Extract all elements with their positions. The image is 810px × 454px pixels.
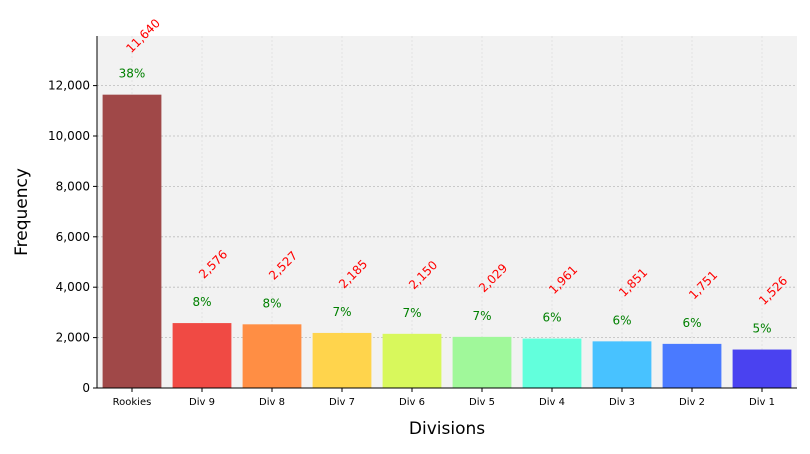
- percent-label: 7%: [332, 305, 351, 319]
- y-tick-label: 4,000: [56, 280, 90, 294]
- y-tick-label: 12,000: [48, 79, 90, 93]
- percent-label: 6%: [612, 313, 631, 327]
- percent-label: 7%: [472, 309, 491, 323]
- bar: [312, 332, 372, 388]
- bar: [522, 338, 582, 388]
- x-tick-label: Div 4: [539, 397, 565, 408]
- y-tick-label: 6,000: [56, 230, 90, 244]
- x-tick-label: Div 8: [259, 397, 285, 408]
- x-tick-label: Rookies: [113, 397, 152, 408]
- x-tick-label: Div 1: [749, 397, 775, 408]
- y-tick-label: 10,000: [48, 129, 90, 143]
- x-axis-label: Divisions: [409, 419, 485, 439]
- bar: [242, 324, 302, 388]
- y-tick-label: 8,000: [56, 179, 90, 193]
- percent-label: 8%: [192, 295, 211, 309]
- bar: [732, 349, 792, 388]
- x-tick-label: Div 2: [679, 397, 705, 408]
- percent-label: 7%: [402, 306, 421, 320]
- percent-label: 6%: [682, 316, 701, 330]
- bar: [592, 341, 652, 388]
- x-tick-label: Div 3: [609, 397, 635, 408]
- percent-label: 38%: [119, 67, 146, 81]
- x-tick-label: Div 7: [329, 397, 355, 408]
- x-tick-label: Div 5: [469, 397, 495, 408]
- percent-label: 6%: [542, 311, 561, 325]
- y-axis-label: Frequency: [12, 168, 32, 256]
- bar: [662, 343, 722, 388]
- y-tick-label: 0: [82, 381, 90, 395]
- x-tick-label: Div 6: [399, 397, 425, 408]
- x-tick-label: Div 9: [189, 397, 215, 408]
- bar: [382, 333, 442, 388]
- percent-label: 8%: [262, 296, 281, 310]
- bar: [102, 94, 162, 389]
- bar: [452, 336, 512, 388]
- y-tick-label: 2,000: [56, 331, 90, 345]
- percent-label: 5%: [752, 322, 771, 336]
- bar: [172, 323, 232, 388]
